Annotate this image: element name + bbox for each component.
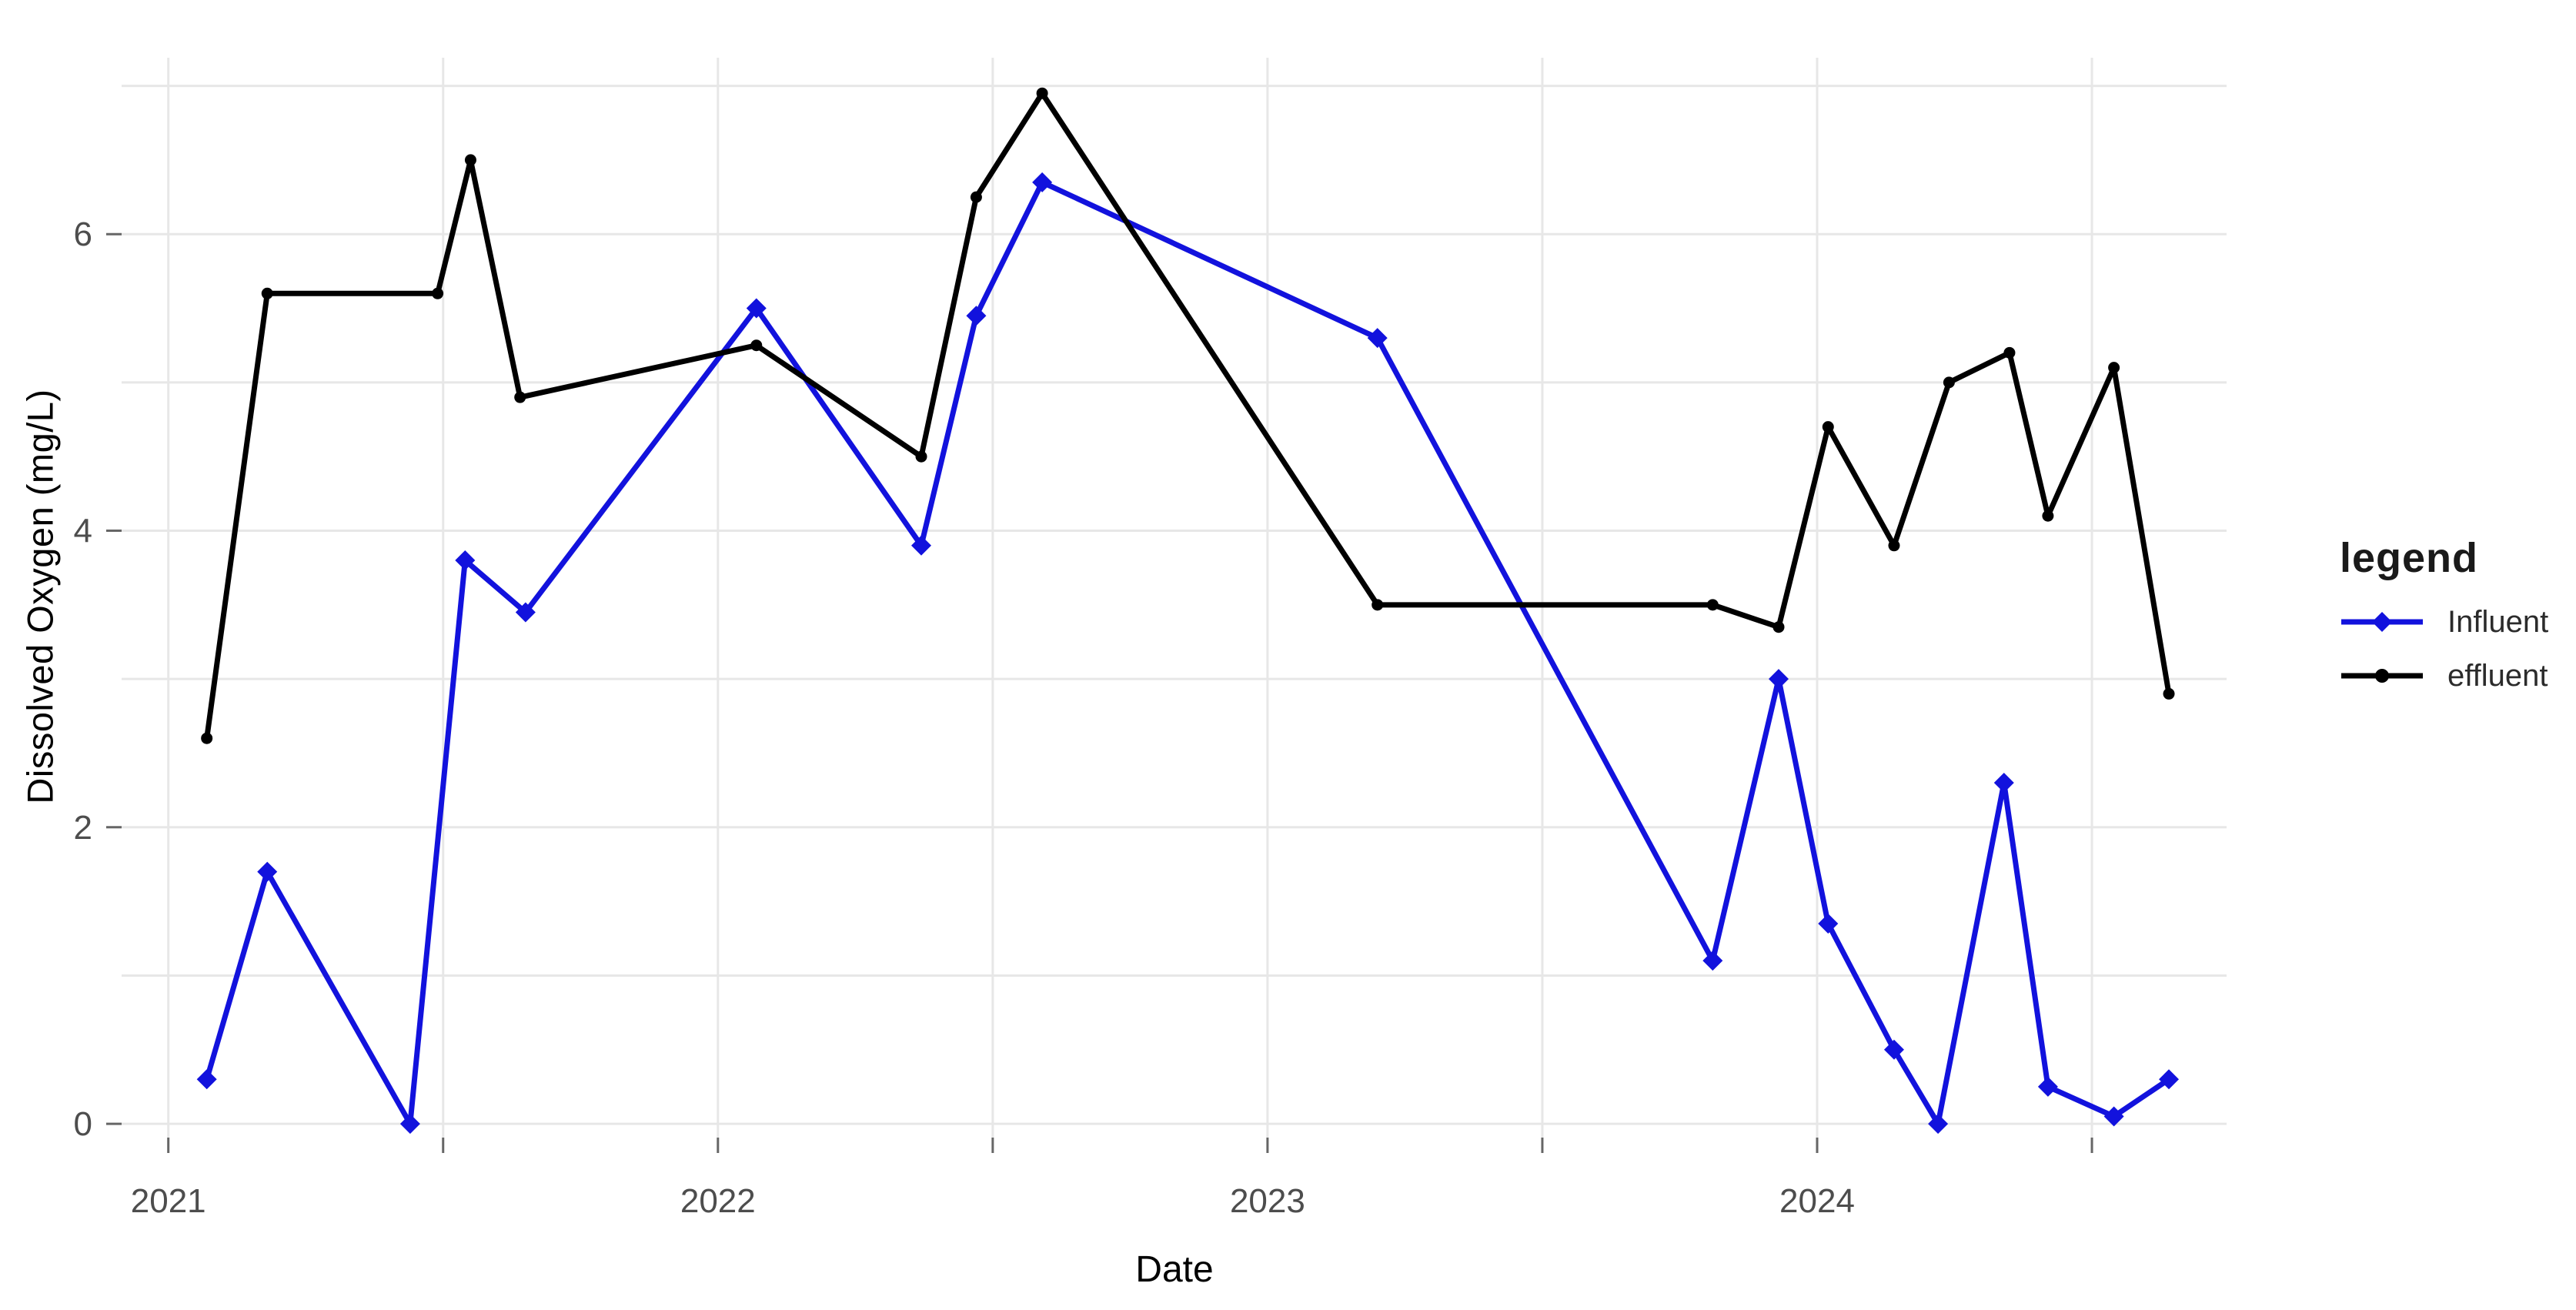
data-point (1036, 87, 1048, 99)
data-point (432, 287, 444, 299)
data-point (911, 535, 932, 556)
data-point (2042, 510, 2054, 522)
data-point (2103, 1106, 2124, 1127)
x-tick-label: 2024 (1779, 1182, 1855, 1220)
y-tick-label: 4 (74, 513, 92, 550)
data-point (1928, 1114, 1949, 1135)
x-axis-title: Date (1135, 1249, 1214, 1290)
tick-labels: 2021 2022 2023 2024 0 2 4 6 (74, 216, 1855, 1220)
data-point (1372, 599, 1384, 611)
data-point (1769, 669, 1789, 690)
legend: legend Influent effluent (2340, 534, 2548, 713)
legend-item-label-effluent: effluent (2447, 658, 2548, 693)
x-tick-label: 2023 (1230, 1182, 1305, 1220)
x-tick-label: 2021 (131, 1182, 206, 1220)
data-point (514, 391, 526, 403)
data-point (970, 191, 982, 203)
series-effluent (201, 87, 2175, 744)
data-point (1367, 328, 1388, 349)
data-point (966, 306, 987, 326)
y-tick-label: 6 (74, 216, 92, 253)
data-point (1822, 421, 1834, 433)
data-point (399, 1114, 420, 1135)
data-point (1888, 540, 1900, 552)
y-tick-label: 2 (74, 809, 92, 847)
influent-line-icon (2341, 612, 2423, 632)
data-point (261, 287, 273, 299)
legend-item-effluent: effluent (2340, 659, 2548, 693)
legend-title: legend (2340, 535, 2479, 581)
axis-ticks (106, 232, 2093, 1153)
legend-item-influent: Influent (2340, 605, 2548, 639)
data-point (1702, 951, 1723, 971)
data-point (915, 450, 927, 463)
effluent-line-icon (2341, 669, 2423, 683)
data-point (196, 1069, 217, 1090)
gridlines (122, 58, 2227, 1138)
data-point (257, 861, 278, 882)
legend-item-label-influent: Influent (2447, 604, 2549, 639)
data-point (1883, 1039, 1904, 1060)
data-point (746, 298, 767, 319)
data-point (201, 732, 213, 744)
data-point (1772, 621, 1785, 633)
data-point (2159, 1069, 2180, 1090)
data-point (1032, 172, 1053, 192)
data-point (2163, 687, 2175, 700)
data-point (464, 154, 476, 166)
x-tick-label: 2022 (680, 1182, 756, 1220)
data-point (2003, 346, 2016, 359)
data-point (2108, 362, 2120, 374)
data-point (750, 339, 763, 352)
data-point (515, 602, 536, 623)
series-influent (196, 172, 2180, 1135)
data-point (455, 550, 476, 571)
data-point (1993, 773, 2014, 794)
y-axis-title: Dissolved Oxygen (mg/L) (19, 389, 61, 804)
data-point (2037, 1076, 2058, 1097)
data-point (1818, 914, 1839, 934)
data-point (1943, 376, 1955, 389)
y-tick-label: 0 (74, 1105, 92, 1143)
data-point (1706, 599, 1719, 611)
